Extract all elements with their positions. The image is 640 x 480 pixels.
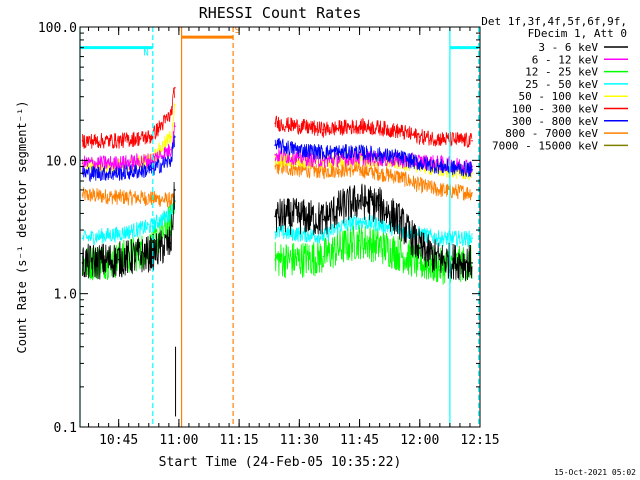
series-layer bbox=[81, 87, 473, 417]
data-point bbox=[274, 154, 277, 156]
series-300-800-kev bbox=[81, 134, 473, 183]
x-tick-label: 10:45 bbox=[99, 433, 138, 448]
data-point bbox=[322, 159, 325, 162]
legend-label: 3 - 6 keV bbox=[538, 41, 598, 54]
legend-label: 300 - 800 keV bbox=[512, 115, 598, 128]
data-point bbox=[81, 237, 84, 240]
y-axis-label: Count Rate (s⁻¹ detector segment⁻¹) bbox=[15, 101, 29, 354]
series-line bbox=[274, 115, 473, 148]
legend-label: 12 - 25 keV bbox=[525, 66, 598, 79]
series-line bbox=[274, 137, 473, 178]
series-line bbox=[82, 181, 175, 280]
series-line bbox=[274, 183, 473, 281]
series-line bbox=[274, 214, 473, 248]
series-line bbox=[82, 122, 175, 172]
legend-label: 50 - 100 keV bbox=[519, 90, 599, 103]
axis-layer: 10:45 11:00 11:15 11:30 11:45 12:00 12:15 0.1 1.… bbox=[38, 21, 500, 448]
x-tick-label: 11:30 bbox=[280, 433, 319, 448]
series-3-6-kev bbox=[81, 181, 473, 281]
series-line bbox=[82, 87, 175, 149]
data-point bbox=[439, 165, 441, 168]
marker-label: S bbox=[235, 26, 240, 36]
marker-label: N bbox=[143, 49, 148, 59]
series-100-300-kev bbox=[81, 87, 473, 149]
series-line bbox=[82, 187, 175, 208]
legend-label: 25 - 50 keV bbox=[525, 78, 598, 91]
x-tick-label: 11:45 bbox=[340, 433, 379, 448]
x-tick-label: 11:00 bbox=[159, 433, 198, 448]
y-tick-label: 100.0 bbox=[38, 21, 77, 36]
series-line bbox=[82, 195, 175, 246]
y-tick-label: 10.0 bbox=[46, 154, 77, 169]
legend-label: 100 - 300 keV bbox=[512, 103, 598, 116]
x-tick-label: 11:15 bbox=[220, 433, 259, 448]
x-tick-label: 12:00 bbox=[400, 433, 439, 448]
plot-frame bbox=[79, 26, 481, 428]
series-line bbox=[82, 134, 175, 183]
data-point bbox=[471, 140, 473, 142]
data-point bbox=[471, 262, 473, 264]
data-point bbox=[338, 168, 341, 171]
y-tick-label: 0.1 bbox=[54, 421, 77, 436]
legend-label: 6 - 12 keV bbox=[532, 53, 599, 66]
footer-date: 15-Oct-2021 05:02 bbox=[554, 468, 636, 477]
chart-title: RHESSI Count Rates bbox=[199, 4, 362, 22]
x-axis-label: Start Time (24-Feb-05 10:35:22) bbox=[159, 455, 402, 470]
legend-label: 7000 - 15000 keV bbox=[492, 139, 598, 152]
legend: Det 1f,3f,4f,5f,6f,9f,FDecim 1, Att 03 -… bbox=[481, 15, 628, 152]
series-line bbox=[274, 159, 473, 201]
legend-header: FDecim 1, Att 0 bbox=[528, 27, 627, 40]
x-tick-label: 12:15 bbox=[460, 433, 499, 448]
series-line bbox=[274, 224, 473, 285]
legend-label: 800 - 7000 keV bbox=[505, 127, 598, 140]
data-point bbox=[419, 247, 421, 249]
legend-header: Det 1f,3f,4f,5f,6f,9f, bbox=[481, 15, 627, 28]
data-point bbox=[378, 172, 381, 175]
y-tick-label: 1.0 bbox=[54, 288, 77, 303]
series-800-7000-kev bbox=[81, 159, 473, 208]
